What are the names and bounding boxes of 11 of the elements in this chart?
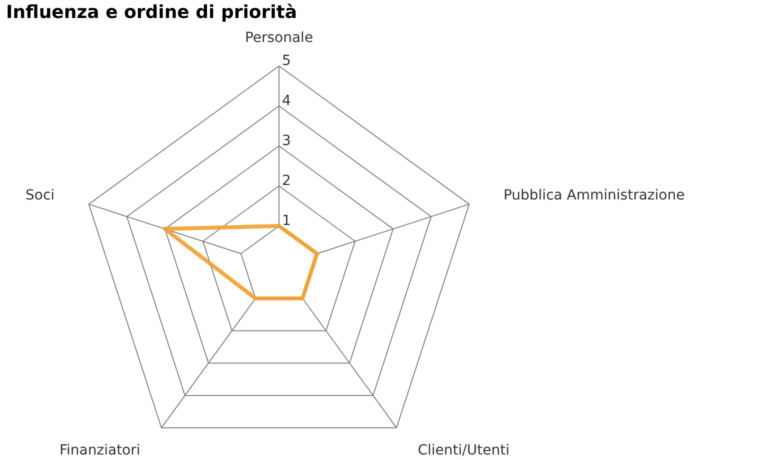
y-tick-label: 1 [282,213,291,229]
spoke-label: Finanziatori [60,442,140,458]
y-tick-label: 2 [282,173,291,189]
y-tick-label: 3 [282,133,291,149]
spoke-label: Pubblica Amministrazione [503,188,685,204]
spoke-label: Soci [26,188,55,204]
y-tick-label: 5 [282,53,291,69]
y-tick-label: 4 [282,93,291,109]
spoke-label: Personale [244,30,314,46]
chart-title: Influenza e ordine di priorità [6,2,298,23]
spoke-label: Clienti/Utenti [418,442,510,458]
